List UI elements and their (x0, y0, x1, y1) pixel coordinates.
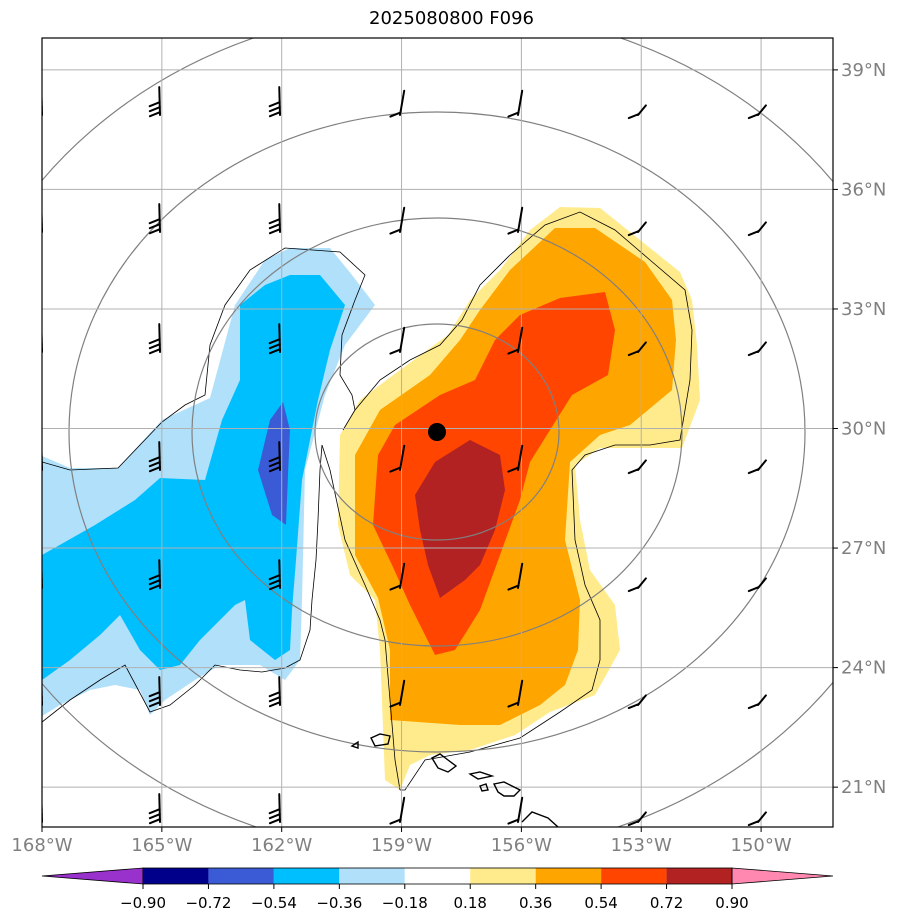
y-tick-label: 39°N (841, 60, 886, 81)
wind-barb (268, 793, 281, 825)
colorbar-segment (404, 868, 471, 884)
wind-barb (747, 104, 767, 120)
colorbar-segment (601, 868, 667, 884)
y-tick-label: 36°N (841, 179, 886, 200)
wind-barb (747, 459, 767, 475)
wind-barb (148, 676, 161, 708)
wind-barb (42, 323, 43, 353)
wind-barb (42, 86, 43, 116)
wind-barb (627, 577, 647, 593)
wind-barb (42, 793, 43, 823)
wind-barb (747, 577, 767, 593)
colorbar-extend-high (731, 867, 834, 885)
wind-barb (148, 323, 161, 355)
wind-barb (627, 694, 647, 710)
x-tick-label: 165°W (131, 835, 192, 856)
contour-line-pos (321, 211, 693, 791)
colorbar-tick-label: 0.90 (715, 894, 748, 912)
colorbar-tick-label: −0.18 (382, 894, 428, 912)
wind-barb (747, 694, 767, 710)
colorbar-tick-label: −0.54 (251, 894, 297, 912)
wind-barb (42, 441, 43, 471)
colorbar-extend-low (41, 867, 144, 885)
wind-barb (507, 444, 524, 473)
wind-barb (627, 459, 647, 475)
wind-barb (42, 559, 43, 589)
wind-barb (148, 793, 161, 825)
wind-barb (148, 203, 161, 235)
wind-barb (389, 326, 406, 355)
colorbar-tick-label: −0.72 (185, 894, 231, 912)
y-tick-label: 21°N (841, 777, 886, 798)
wind-barb (627, 811, 647, 827)
wind-barb (747, 341, 767, 357)
wind-barb (389, 796, 406, 825)
colorbar-segment (666, 868, 732, 884)
wind-barb (627, 341, 647, 357)
wind-barb (389, 206, 406, 235)
x-tick-label: 159°W (371, 835, 432, 856)
colorbar-segment (470, 868, 536, 884)
wind-barb (148, 559, 161, 591)
wind-barb (268, 323, 281, 355)
colorbar-tick-label: 0.36 (519, 894, 552, 912)
pos-max-contour (415, 440, 505, 598)
colorbar-tick-label: 0.18 (454, 894, 487, 912)
wind-barb (42, 676, 43, 706)
colorbar-segment (208, 868, 274, 884)
wind-barb (268, 441, 281, 473)
y-axis: 21°N 24°N 27°N 30°N 33°N 36°N 39°N (833, 60, 886, 798)
wind-barb (747, 811, 767, 827)
coastline (350, 733, 559, 827)
wind-barb (389, 89, 406, 118)
wind-barb (627, 104, 647, 120)
colorbar-segment (273, 868, 340, 884)
colorbar-segment (339, 868, 405, 884)
x-tick-label: 156°W (491, 835, 552, 856)
wind-barb (268, 203, 281, 235)
y-tick-label: 27°N (841, 538, 886, 559)
wind-barb (507, 206, 524, 235)
wind-barb (42, 203, 43, 233)
y-tick-label: 24°N (841, 658, 886, 679)
colorbar: −0.90 −0.72 −0.54 −0.36 −0.18 0.18 0.36 0.54 0.7… (41, 867, 834, 912)
chart-title: 2025080800 F096 (369, 8, 534, 29)
wind-barb (507, 326, 524, 355)
wind-barb (747, 221, 767, 237)
x-tick-label: 153°W (611, 835, 672, 856)
x-tick-label: 150°W (731, 835, 792, 856)
wind-barb (148, 441, 161, 473)
x-tick-label: 162°W (251, 835, 312, 856)
wind-barb (268, 559, 281, 591)
colorbar-segment (143, 868, 209, 884)
wind-barb (389, 444, 406, 473)
colorbar-segment (535, 868, 602, 884)
wind-barb (507, 89, 524, 118)
wind-barbs (42, 86, 767, 827)
x-tick-label: 168°W (11, 835, 72, 856)
colorbar-tick-label: −0.90 (120, 894, 166, 912)
wind-barb (507, 679, 524, 708)
colorbar-tick-label: 0.54 (584, 894, 617, 912)
wind-barb (148, 86, 161, 118)
wind-barb (268, 86, 281, 118)
wind-barb (627, 221, 647, 237)
wind-barb (507, 796, 524, 825)
wind-barb (507, 562, 524, 591)
plot-frame (41, 37, 834, 828)
colorbar-tick-label: 0.72 (650, 894, 683, 912)
gridlines (42, 38, 833, 827)
wind-barb (389, 679, 406, 708)
x-axis: 168°W 165°W 162°W 159°W 156°W 153°W 150°W (11, 827, 792, 856)
wind-barb (268, 676, 281, 708)
colorbar-tick-label: −0.36 (316, 894, 362, 912)
colorbar-frame (142, 867, 733, 885)
y-tick-label: 30°N (841, 419, 886, 440)
y-tick-label: 33°N (841, 299, 886, 320)
wind-barb (389, 562, 406, 591)
storm-center-marker (428, 423, 446, 441)
